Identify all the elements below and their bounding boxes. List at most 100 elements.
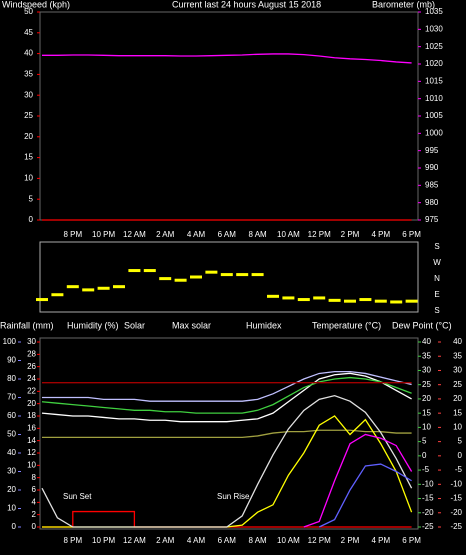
wind-direction-point	[51, 293, 64, 297]
y-tick-label: 16	[27, 423, 36, 432]
x-tick-label: 2 AM	[156, 536, 175, 545]
y-tick-label: 990	[425, 163, 439, 172]
x-tick-label: 10 PM	[92, 230, 115, 239]
x-tick-label: 8 PM	[63, 536, 82, 545]
wind-direction-point	[359, 298, 372, 302]
top-plot-frame	[39, 11, 419, 221]
x-tick-label: 8 PM	[63, 230, 82, 239]
x-tick-label: 12 PM	[308, 536, 331, 545]
data-line	[41, 376, 412, 414]
y-tick-label: W	[433, 258, 441, 267]
y-tick-label: 20	[7, 485, 16, 494]
y-tick-label: 8	[32, 473, 37, 482]
y-tick-label: 100	[3, 337, 17, 346]
legend-label: Humidex	[246, 320, 282, 330]
wind-direction-point	[113, 285, 125, 289]
y-tick-label: -15	[450, 494, 462, 503]
y-tick-label: 20	[27, 399, 36, 408]
y-tick-label: 10	[27, 460, 36, 469]
y-tick-label: 20	[453, 394, 462, 403]
x-tick-label: 2 PM	[341, 536, 360, 545]
x-tick-label: 12 PM	[308, 230, 331, 239]
wind-direction-point	[251, 273, 264, 277]
y-axis-label: Windspeed (kph)	[2, 0, 70, 9]
y-tick-label: 4	[32, 497, 37, 506]
legend-label: Dew Point (°C)	[392, 320, 452, 330]
wind-direction-point	[128, 269, 141, 273]
y-tick-label: 90	[7, 356, 16, 365]
direction-frame	[39, 241, 419, 313]
y-tick-label: 35	[24, 70, 33, 79]
y-tick-label: 40	[453, 337, 462, 346]
data-line	[42, 370, 412, 402]
data-line	[42, 429, 412, 438]
y-tick-label: 10	[422, 422, 431, 431]
data-line	[42, 510, 412, 528]
y-tick-label: 0	[12, 522, 17, 531]
x-tick-label: 10 AM	[277, 230, 300, 239]
y-tick-label: E	[434, 290, 439, 299]
x-tick-label: 8 AM	[248, 230, 267, 239]
legend-label: Temperature (°C)	[312, 320, 381, 330]
y-tick-label: 995	[425, 146, 439, 155]
y-tick-label: 80	[7, 374, 16, 383]
y-tick-label: 985	[425, 180, 439, 189]
wind-direction-point	[267, 294, 279, 298]
wind-direction-point	[297, 298, 310, 302]
y-tick-label: -5	[422, 465, 430, 474]
y-tick-label: 22	[27, 386, 36, 395]
wind-direction-point	[97, 286, 110, 290]
wind-direction-point	[220, 273, 233, 277]
y-tick-label: -5	[455, 465, 463, 474]
annotation: Sun Rise	[217, 492, 250, 501]
y-tick-label: 50	[7, 430, 16, 439]
y-tick-label: 30	[24, 90, 33, 99]
wind-direction-point	[390, 300, 403, 304]
wind-direction-point	[143, 269, 156, 273]
wind-direction-point	[205, 270, 218, 274]
x-tick-label: 4 PM	[371, 536, 390, 545]
y-tick-label: 2	[32, 510, 37, 519]
y-tick-label: 25	[422, 380, 431, 389]
y-tick-label: 1015	[425, 76, 443, 85]
y-tick-label: 26	[27, 362, 36, 371]
wind-direction-point	[190, 275, 202, 279]
wind-direction-point	[405, 299, 418, 303]
y-tick-label: S	[434, 242, 439, 251]
data-line	[41, 372, 412, 423]
y-tick-label: 0	[458, 451, 463, 460]
legend-label: Max solar	[172, 320, 211, 330]
y-tick-label: 10	[24, 174, 33, 183]
y-tick-label: 70	[7, 393, 16, 402]
chart-title: Current last 24 hours August 15 2018	[172, 0, 321, 9]
y-tick-label: 975	[425, 215, 439, 224]
y-tick-label: 18	[27, 411, 36, 420]
y-tick-label: 30	[27, 337, 36, 346]
y-tick-label: 15	[422, 408, 431, 417]
y-tick-label: 25	[453, 380, 462, 389]
y-tick-label: 15	[24, 153, 33, 162]
y-tick-label: 10	[7, 504, 16, 513]
y-tick-label: S	[434, 306, 439, 315]
wind-direction-point	[313, 296, 326, 300]
y-tick-label: N	[434, 274, 440, 283]
y-tick-label: 1020	[425, 59, 443, 68]
y-tick-label: 12	[27, 448, 36, 457]
y-tick-label: 24	[27, 374, 36, 383]
x-tick-label: 2 PM	[341, 230, 360, 239]
y-tick-label: -20	[422, 508, 434, 517]
y-tick-label: 40	[7, 448, 16, 457]
data-line	[42, 415, 413, 528]
y-tick-label: 0	[32, 522, 37, 531]
y-tick-label: 30	[453, 366, 462, 375]
y-tick-label: -25	[450, 522, 462, 531]
x-tick-label: 4 PM	[371, 230, 390, 239]
x-tick-label: 6 AM	[218, 536, 237, 545]
y-tick-label: -15	[422, 494, 434, 503]
x-tick-label: 6 PM	[402, 536, 421, 545]
data-line	[318, 463, 412, 528]
y-tick-label: 35	[453, 351, 462, 360]
wind-direction-point	[36, 298, 48, 302]
x-tick-label: 12 AM	[123, 536, 146, 545]
